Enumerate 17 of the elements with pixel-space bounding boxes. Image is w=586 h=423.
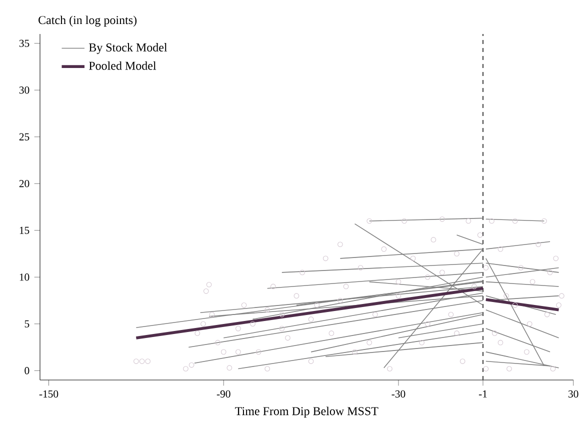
x-tick-label: -150 <box>39 390 58 398</box>
y-tick-label: 35 <box>19 40 30 47</box>
legend-label: By Stock Model <box>88 43 168 54</box>
x-tick-label: -1 <box>478 390 487 398</box>
x-tick-label: -30 <box>392 390 406 398</box>
y-tick-label: 10 <box>20 274 30 281</box>
y-tick-label: 30 <box>19 86 30 94</box>
y-tick-label: 5 <box>24 320 30 328</box>
x-tick-label: -90 <box>216 390 230 398</box>
y-tick-label: 20 <box>19 180 30 188</box>
y-tick-label: 15 <box>20 226 30 234</box>
legend-label: Pooled Model <box>88 61 156 70</box>
y-tick-label: 0 <box>24 367 30 374</box>
x-axis-title: Time From Dip Below MSST <box>235 406 378 418</box>
y-tick-label: 25 <box>19 133 30 140</box>
y-axis-title: Catch (in log points) <box>38 16 137 27</box>
x-tick-label: 30 <box>568 390 578 398</box>
